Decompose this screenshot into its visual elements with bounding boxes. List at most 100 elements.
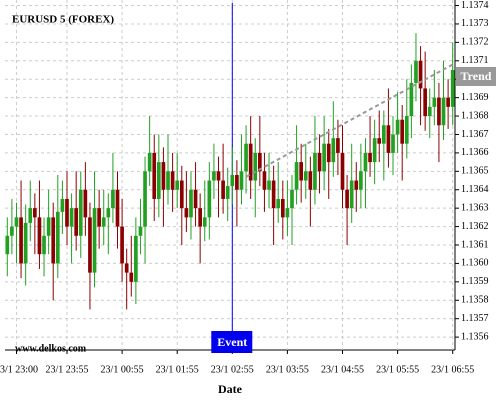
candle-body <box>147 152 152 172</box>
candle-body <box>166 171 170 190</box>
candle-body <box>156 162 161 199</box>
candle-body <box>198 208 202 227</box>
candle-body <box>28 208 33 223</box>
candle-body <box>377 138 382 144</box>
trend-label-box <box>456 67 496 86</box>
candle-body <box>303 171 308 181</box>
y-tick-label: 1.1364 <box>461 184 489 195</box>
candle-body <box>414 60 418 83</box>
y-tick-label: 1.1356 <box>461 331 489 342</box>
grid-layer: 1.1356 1.1357 1.1358 1.1359 1.1360 1.1361 1.13… <box>0 0 489 375</box>
candle-body <box>271 180 276 209</box>
candle-body <box>42 235 46 255</box>
y-tick-label: 1.1367 <box>461 129 489 140</box>
chart-title: EURUSD 5 (FOREX) <box>12 14 114 26</box>
candle-body <box>129 272 134 282</box>
candle-body <box>400 119 405 144</box>
y-tick-label: 1.1368 <box>461 110 489 121</box>
candle-body <box>143 171 147 227</box>
candle-body <box>262 171 267 190</box>
x-tick-label: 23/1 05:55 <box>376 364 419 375</box>
x-tick-label: 23/1 03:55 <box>266 364 309 375</box>
candle-body <box>184 208 189 218</box>
candle-body <box>308 171 313 190</box>
x-tick-label: 23/1 00:55 <box>101 364 144 375</box>
candle-body <box>427 106 432 117</box>
candle-body <box>193 189 198 209</box>
trend-line <box>245 63 454 178</box>
candle-body <box>345 189 349 209</box>
candle-body <box>221 180 225 199</box>
candle-body <box>386 125 391 153</box>
candle-body <box>78 189 83 236</box>
x-tick-label: 23/1 23:55 <box>45 364 88 375</box>
candle-body <box>418 60 423 89</box>
x-tick-label: 23/1 23:00 <box>0 364 38 375</box>
candle-body <box>55 211 60 264</box>
candle-body <box>248 143 253 181</box>
candle-body <box>189 189 193 218</box>
candle-body <box>111 189 115 209</box>
candle-body <box>441 97 446 126</box>
candle-body <box>138 226 143 236</box>
candle-body <box>317 152 322 172</box>
candle-body <box>336 138 340 153</box>
candle-body <box>322 143 326 172</box>
candle-body <box>69 208 74 227</box>
y-tick-label: 1.1374 <box>461 0 489 11</box>
candle-body <box>10 226 14 236</box>
candle-body <box>14 217 19 227</box>
y-tick-label: 1.1369 <box>461 92 489 103</box>
candle-body <box>212 171 216 181</box>
x-tick-label: 23/1 02:55 <box>211 364 254 375</box>
y-tick-label: 1.1373 <box>461 18 489 29</box>
y-tick-label: 1.1357 <box>461 313 489 324</box>
candle-body <box>65 198 69 227</box>
candle-body <box>391 134 395 153</box>
candle-body <box>207 180 212 218</box>
candle-body <box>423 88 427 117</box>
candle-body <box>170 171 175 190</box>
y-tick-label: 1.1358 <box>461 295 489 306</box>
candle-body <box>106 208 111 218</box>
candle-body <box>276 198 281 209</box>
y-tick-label: 1.1371 <box>461 55 489 66</box>
marks-layer <box>5 33 455 310</box>
candle-body <box>23 222 28 264</box>
candle-body <box>5 235 10 255</box>
y-tick-label: 1.1372 <box>461 37 489 48</box>
candle-body <box>124 263 129 273</box>
x-tick-label: 23/1 04:55 <box>321 364 364 375</box>
candle-body <box>299 162 304 181</box>
candle-body <box>446 97 450 107</box>
candle-body <box>120 226 124 264</box>
candle-body <box>60 198 65 212</box>
event-label: Event <box>217 335 247 349</box>
candle-body <box>152 152 157 199</box>
candle-body <box>450 70 455 107</box>
x-axis-title: Date <box>218 382 243 396</box>
x-tick-label: 23/1 01:55 <box>156 364 199 375</box>
candle-body <box>395 119 400 135</box>
candle-body <box>51 217 56 264</box>
candle-body <box>230 175 235 187</box>
candle-body <box>313 152 317 190</box>
candle-body <box>359 171 363 190</box>
candle-body <box>354 180 359 190</box>
watermark: www.delkos.com <box>15 343 87 354</box>
candle-body <box>372 138 377 163</box>
y-tick-label: 1.1366 <box>461 147 489 158</box>
candle-body <box>340 152 345 190</box>
x-tick-label: 23/1 06:55 <box>431 364 474 375</box>
candle-body <box>161 162 166 190</box>
candle-body <box>115 189 120 227</box>
candle-body <box>88 217 92 273</box>
candle-body <box>83 189 88 218</box>
candle-body <box>437 97 441 126</box>
candle-body <box>101 217 106 227</box>
candle-body <box>349 180 354 209</box>
candle-body <box>225 186 230 199</box>
event-label-box <box>211 331 253 353</box>
